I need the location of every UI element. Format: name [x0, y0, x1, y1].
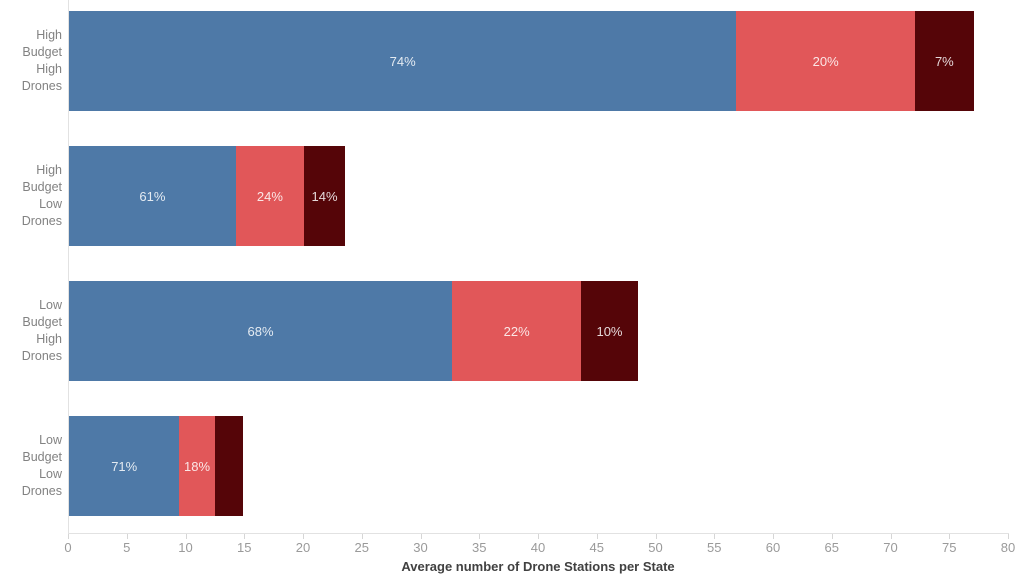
- segment-percent-label: 61%: [139, 188, 166, 204]
- segment-percent-label: 10%: [596, 323, 623, 339]
- x-axis-tick: [890, 534, 892, 539]
- x-axis-tick: [420, 534, 422, 539]
- segment-dark-red[interactable]: 10%: [581, 281, 638, 381]
- segment-dark-red[interactable]: 14%: [303, 146, 346, 246]
- category-label-line: Drones: [21, 79, 62, 93]
- category-label-line: Budget: [22, 315, 62, 329]
- x-axis-tick-label: 30: [413, 540, 428, 555]
- segment-red[interactable]: 24%: [235, 146, 304, 246]
- segment-percent-label: 18%: [184, 458, 211, 474]
- x-axis-tick: [596, 534, 598, 539]
- category-label: Low Budget High Drones: [0, 297, 62, 365]
- x-axis-tick-label: 40: [530, 540, 546, 555]
- category-label: Low Budget Low Drones: [0, 432, 62, 500]
- segment-percent-label: 68%: [247, 323, 274, 339]
- segment-percent-label: 14%: [311, 188, 338, 204]
- x-axis-tick: [68, 534, 69, 539]
- x-axis-tick-label: 65: [824, 540, 839, 555]
- category-label-line: Budget: [22, 180, 62, 194]
- category-label-line: High: [36, 332, 62, 346]
- x-axis-tick-label: 15: [237, 540, 252, 555]
- x-axis-tick: [655, 534, 657, 539]
- x-axis-tick: [773, 534, 774, 539]
- bar-row: 71% 18%: [69, 416, 243, 516]
- segment-percent-label: 7%: [934, 53, 954, 69]
- segment-red[interactable]: 18%: [179, 416, 215, 516]
- x-axis-tick: [831, 534, 833, 539]
- bar-row: 61% 24% 14%: [69, 146, 346, 246]
- bar-row: 68% 22% 10%: [69, 281, 638, 381]
- segment-percent-label: 24%: [256, 188, 283, 204]
- segment-dark-red[interactable]: [214, 416, 243, 516]
- x-axis-tick-label: 45: [589, 540, 604, 555]
- segment-percent-label: 20%: [812, 53, 839, 69]
- segment-blue[interactable]: 74%: [69, 11, 737, 111]
- x-axis-tick: [244, 534, 246, 539]
- x-axis-tick-label: 20: [295, 540, 311, 555]
- segment-blue[interactable]: 71%: [69, 416, 180, 516]
- segment-red[interactable]: 20%: [736, 11, 915, 111]
- segment-percent-label: 71%: [111, 458, 138, 474]
- category-label-line: Budget: [22, 45, 62, 59]
- x-axis-tick: [479, 534, 481, 539]
- category-label: High Budget High Drones: [0, 27, 62, 95]
- segment-dark-red[interactable]: 7%: [914, 11, 974, 111]
- category-label-line: High: [36, 163, 62, 177]
- x-axis-tick-label: 0: [64, 540, 72, 555]
- category-label-line: Low: [39, 467, 62, 481]
- segment-blue[interactable]: 61%: [69, 146, 236, 246]
- x-axis-tick: [949, 534, 951, 539]
- segment-percent-label: 74%: [389, 53, 416, 69]
- segment-percent-label: 22%: [503, 323, 530, 339]
- x-axis-tick-label: 10: [178, 540, 193, 555]
- segment-red[interactable]: 22%: [452, 281, 582, 381]
- x-axis-tick-label: 35: [472, 540, 487, 555]
- plot-area: 74% 20% 7% 61% 24% 14% 68% 22% 10% 71% 18%: [68, 0, 1009, 534]
- category-label-line: Low: [39, 298, 62, 312]
- x-axis-tick-label: 25: [354, 540, 369, 555]
- x-axis-tick: [185, 534, 187, 539]
- category-label-line: High: [36, 62, 62, 76]
- x-axis-tick-label: 5: [123, 540, 131, 555]
- segment-blue[interactable]: 68%: [69, 281, 453, 381]
- x-axis-tick-label: 70: [883, 540, 898, 555]
- x-axis-tick: [126, 534, 128, 539]
- x-axis-tick-label: 55: [707, 540, 722, 555]
- x-axis-tick-label: 60: [765, 540, 781, 555]
- bar-row: 74% 20% 7%: [69, 11, 974, 111]
- category-label-line: Budget: [22, 450, 62, 464]
- x-axis-tick: [1008, 534, 1009, 539]
- x-axis-title: Average number of Drone Stations per Sta…: [401, 559, 675, 574]
- category-label-line: Low: [39, 433, 62, 447]
- category-label-line: Drones: [21, 214, 62, 228]
- category-label-line: Drones: [21, 484, 62, 498]
- x-axis-tick: [361, 534, 363, 539]
- category-label-line: Drones: [21, 349, 62, 363]
- category-label-line: High: [36, 28, 62, 42]
- category-label-line: Low: [39, 197, 62, 211]
- x-axis-tick-label: 50: [648, 540, 663, 555]
- x-axis-tick: [714, 534, 716, 539]
- x-axis-tick: [538, 534, 539, 539]
- x-axis-tick-label: 75: [942, 540, 957, 555]
- x-axis-tick-label: 80: [1000, 540, 1016, 555]
- x-axis-tick: [303, 534, 304, 539]
- category-label: High Budget Low Drones: [0, 162, 62, 230]
